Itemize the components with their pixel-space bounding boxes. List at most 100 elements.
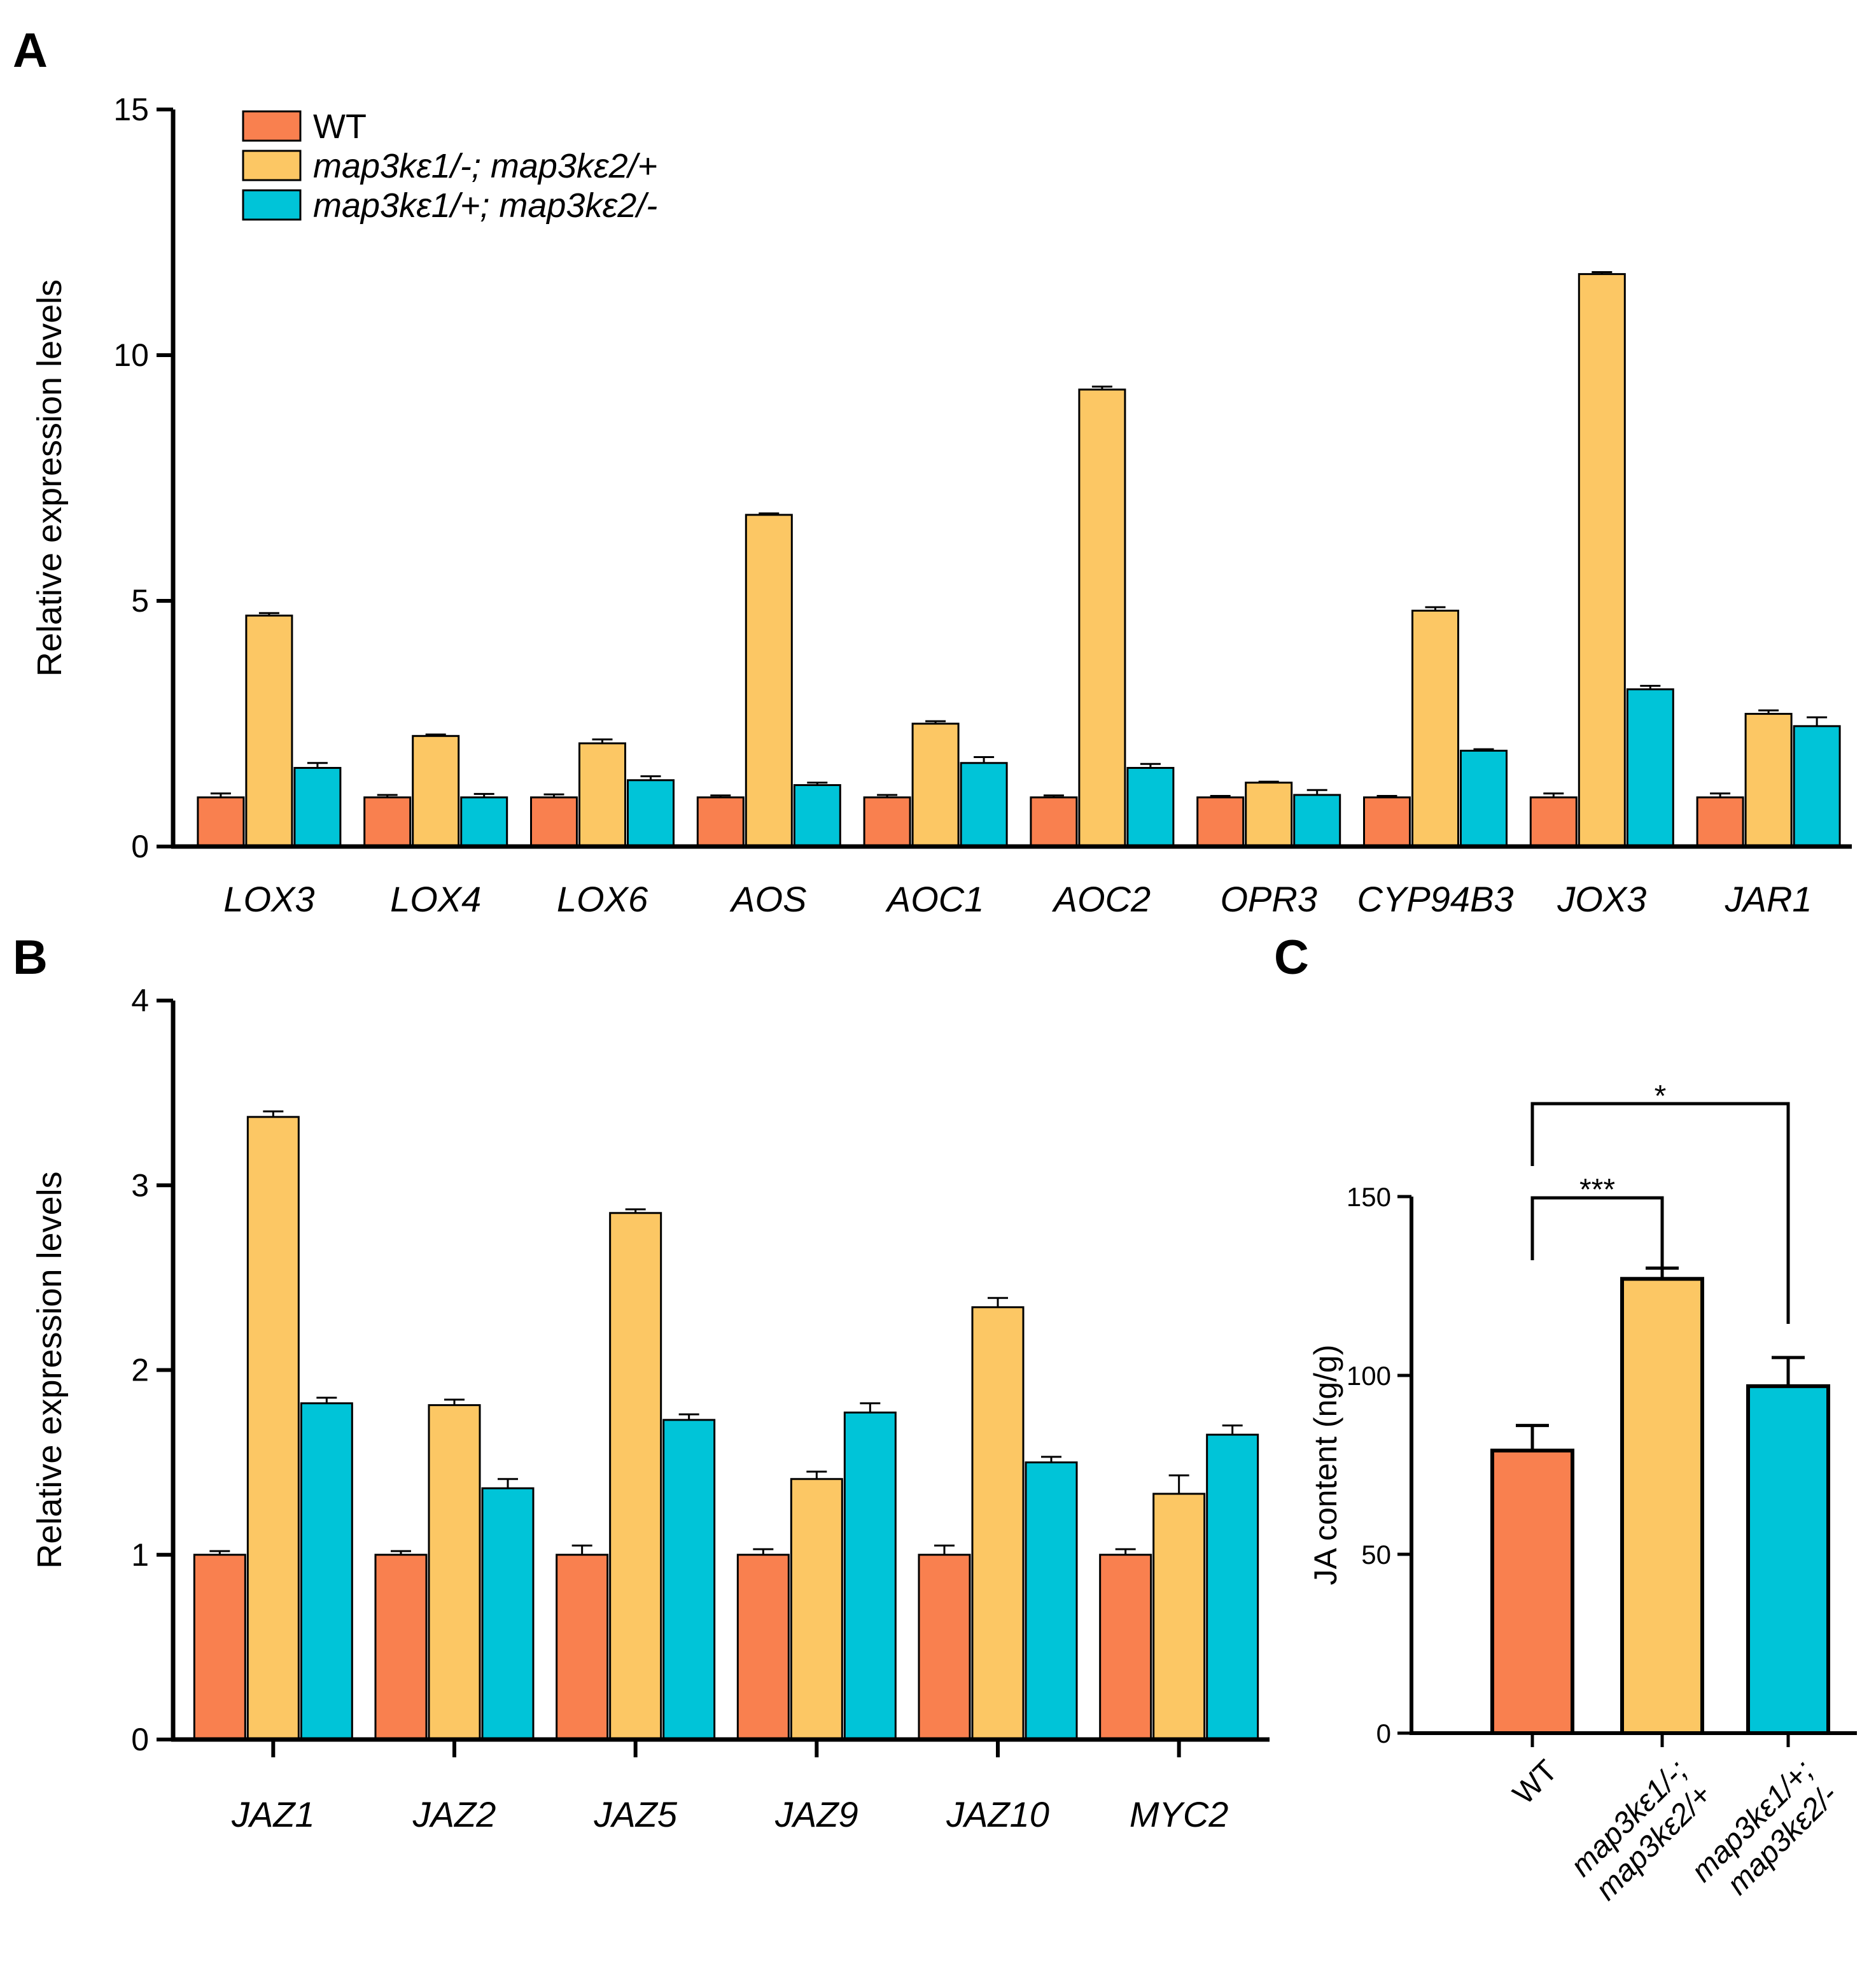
bar-wt	[1490, 1449, 1574, 1736]
x-tick-label-cyp94b3: CYP94B3	[1357, 879, 1514, 919]
y-tick-label: 2	[131, 1353, 149, 1388]
y-axis-title: Relative expression levels	[31, 279, 69, 677]
bar-map3k-1-map3k-2	[1620, 1277, 1704, 1735]
y-axis-title: JA content (ng/g)	[1308, 1344, 1343, 1585]
bar-jaz2-1	[428, 1404, 481, 1741]
bar-lox3-1	[245, 614, 293, 848]
bar-lox6-2	[627, 779, 675, 848]
y-tick-label: 3	[131, 1167, 149, 1203]
x-tick-label-aoc1: AOC1	[885, 879, 984, 919]
bar-lox4-2	[460, 796, 508, 848]
bar-opr3-2	[1293, 794, 1341, 848]
legend-swatch-1	[242, 150, 302, 181]
x-tick-label-jar1: JAR1	[1725, 879, 1812, 919]
bar-jox3-2	[1626, 688, 1674, 848]
bar-jox3-0	[1529, 796, 1578, 848]
bar-myc2-1	[1152, 1493, 1206, 1741]
x-tick-label-myc2: MYC2	[1130, 1794, 1229, 1834]
bar-jar1-0	[1696, 796, 1744, 848]
y-tick-label: 0	[1376, 1718, 1391, 1748]
bar-jaz5-1	[609, 1212, 662, 1741]
legend-label-1: map3kε1/-; map3kε2/+	[313, 147, 657, 185]
bar-jaz10-2	[1025, 1461, 1078, 1741]
bar-lox3-2	[293, 766, 342, 848]
bar-map3k-1-map3k-2	[1746, 1384, 1830, 1736]
x-tick-label-map3k-1-map3k-2: map3kε1/-;map3kε2/+	[1564, 1754, 1718, 1907]
significance-bracket	[1530, 1102, 1790, 1324]
bar-jaz9-0	[736, 1554, 790, 1741]
x-tick-label-jaz5: JAZ5	[593, 1794, 678, 1834]
bar-lox4-1	[412, 734, 460, 848]
bar-jaz9-2	[843, 1411, 897, 1741]
bar-jaz1-1	[246, 1116, 300, 1741]
bar-cyp94b3-1	[1411, 609, 1459, 848]
bar-lox3-0	[197, 796, 245, 848]
bar-jaz5-2	[662, 1419, 716, 1741]
panel-b-chart: B 0 1 2 3 4 Relative expression levels JAZ1 JAZ…	[13, 931, 1270, 1834]
bar-opr3-0	[1196, 796, 1245, 848]
x-tick-label-lox6: LOX6	[557, 879, 648, 919]
bar-lox6-1	[578, 742, 626, 848]
bar-lox6-0	[530, 796, 578, 848]
bar-aos-2	[793, 784, 841, 848]
significance-bracket	[1530, 1196, 1664, 1270]
panel-c-label: C	[1274, 931, 1309, 985]
bar-lox4-0	[363, 796, 412, 848]
significance-label: *	[1655, 1079, 1667, 1113]
bar-jar1-2	[1793, 725, 1841, 848]
y-tick-label: 0	[131, 1722, 149, 1757]
x-tick-label-jox3: JOX3	[1557, 879, 1646, 919]
bar-aoc2-2	[1126, 766, 1175, 848]
bar-aoc1-2	[960, 762, 1008, 848]
x-tick-label-map3k-1-map3k-2: map3kε1/+;map3kε2/-	[1685, 1754, 1844, 1913]
legend-swatch-0	[242, 110, 302, 142]
bar-jaz2-0	[374, 1554, 428, 1741]
y-tick-label: 5	[131, 583, 149, 619]
bar-cyp94b3-0	[1363, 796, 1411, 848]
bar-jaz2-2	[481, 1487, 535, 1741]
panel-b-label: B	[13, 931, 48, 985]
panel-a-label: A	[13, 24, 48, 78]
panel-a-chart: A 0 5 10 15 Relative expression levels LOX3 LO…	[13, 24, 1852, 919]
bar-jaz5-0	[556, 1554, 609, 1741]
bar-aoc1-0	[863, 796, 911, 848]
x-tick-label-jaz2: JAZ2	[412, 1794, 496, 1834]
y-tick-label: 15	[113, 92, 149, 127]
bar-jaz1-2	[300, 1402, 353, 1741]
y-tick-label: 150	[1347, 1182, 1391, 1212]
bar-aoc2-1	[1078, 388, 1126, 848]
bar-jaz1-0	[193, 1554, 246, 1741]
bar-jaz10-1	[971, 1306, 1025, 1741]
x-tick-label-jaz1: JAZ1	[231, 1794, 315, 1834]
bar-myc2-0	[1099, 1554, 1152, 1741]
legend-swatch-2	[242, 189, 302, 221]
bar-myc2-2	[1206, 1433, 1259, 1741]
bar-aos-1	[745, 514, 793, 848]
y-tick-label: 10	[113, 337, 149, 373]
y-axis-title: Relative expression levels	[31, 1171, 69, 1568]
x-tick-label-aos: AOS	[729, 879, 806, 919]
x-tick-label-jaz10: JAZ10	[946, 1794, 1049, 1834]
panel-c-chart: C 0 50 100 150 JA content (ng/g) WT map3kε1/-;…	[1274, 931, 1857, 1913]
x-tick-label-line: WT	[1507, 1754, 1564, 1811]
x-tick-label-lox3: LOX3	[223, 879, 314, 919]
x-tick-label-jaz9: JAZ9	[774, 1794, 858, 1834]
legend-label-2: map3kε1/+; map3kε2/-	[313, 186, 657, 225]
bar-jaz9-1	[790, 1478, 843, 1741]
bar-aos-0	[696, 796, 745, 848]
significance-label: ***	[1579, 1173, 1615, 1207]
y-tick-label: 0	[131, 829, 149, 864]
legend-label-0: WT	[313, 108, 367, 146]
x-tick-label-aoc2: AOC2	[1052, 879, 1151, 919]
bar-jox3-1	[1578, 273, 1626, 848]
x-tick-label-lox4: LOX4	[390, 879, 481, 919]
x-tick-label-wt: WT	[1507, 1754, 1564, 1811]
bar-opr3-1	[1245, 782, 1293, 848]
x-tick-label-opr3: OPR3	[1220, 879, 1317, 919]
y-tick-label: 1	[131, 1537, 149, 1573]
y-tick-label: 100	[1347, 1361, 1391, 1391]
bar-cyp94b3-2	[1460, 749, 1508, 848]
bar-aoc1-1	[911, 722, 960, 848]
